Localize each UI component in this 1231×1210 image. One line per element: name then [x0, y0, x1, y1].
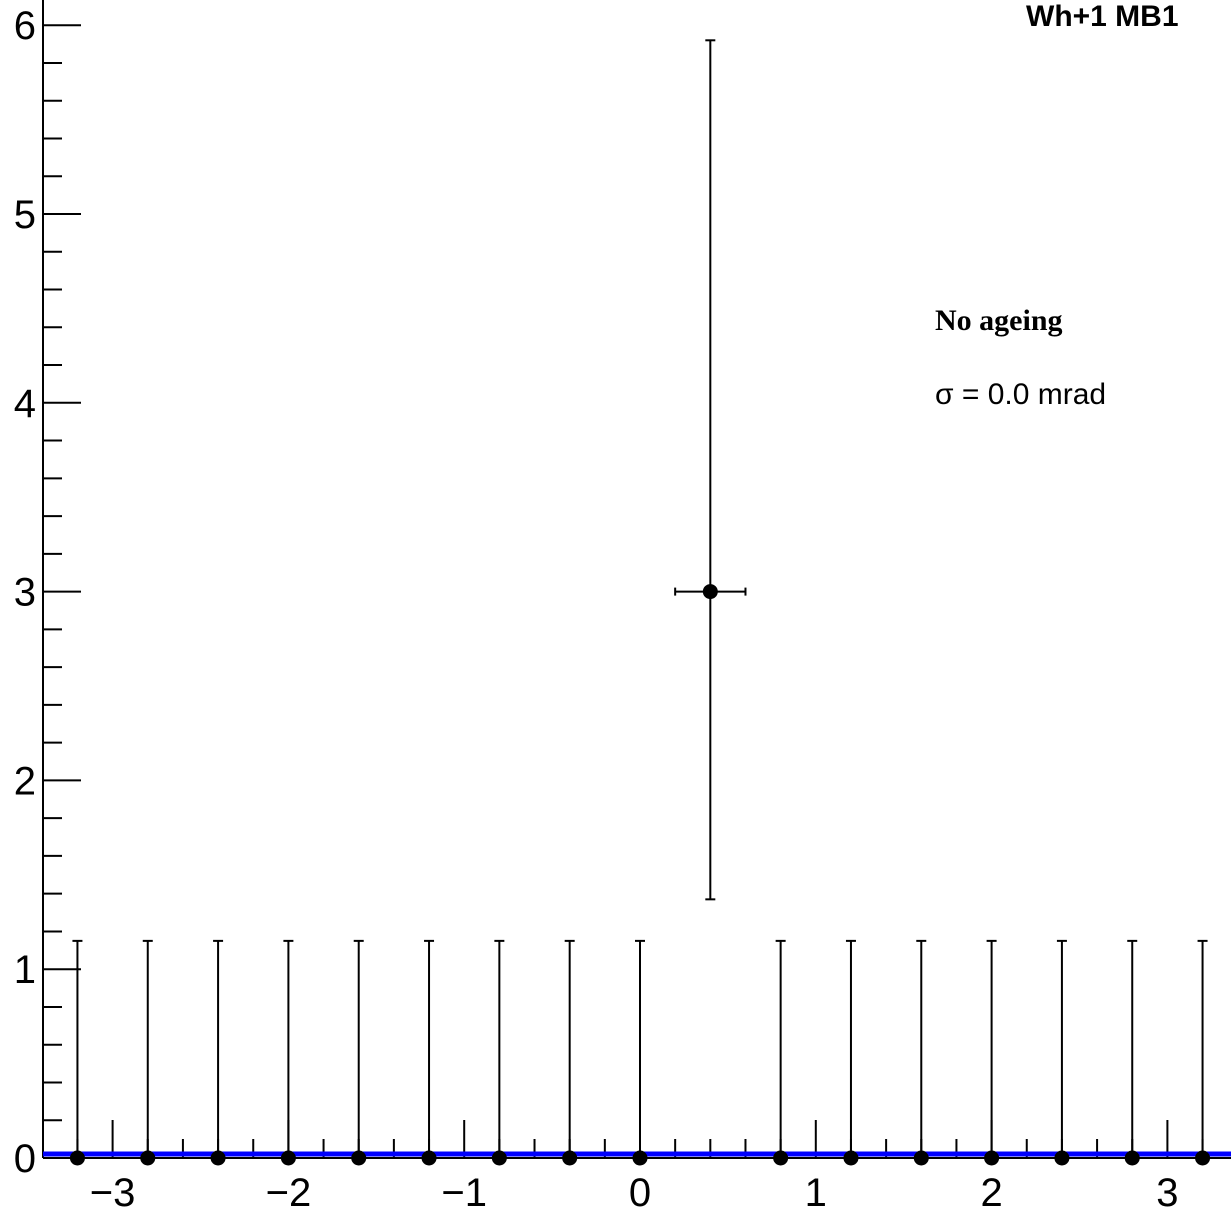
point-marker: [421, 1150, 437, 1166]
point-marker: [280, 1150, 296, 1166]
annotation-sigma: σ = 0.0 mrad: [935, 378, 1106, 411]
x-tick-label: −3: [90, 1171, 136, 1210]
point-marker: [1124, 1150, 1140, 1166]
data-point: [674, 39, 747, 901]
x-tick-label: 3: [1156, 1171, 1178, 1210]
data-point: [69, 939, 85, 1166]
point-marker: [913, 1150, 929, 1166]
data-point: [421, 939, 437, 1166]
x-tick-label: 0: [629, 1171, 651, 1210]
data-point: [351, 939, 367, 1166]
point-marker: [702, 584, 718, 600]
data-point: [491, 939, 507, 1166]
data-points: [69, 39, 1211, 1166]
point-marker: [69, 1150, 85, 1166]
annotation-ageing: No ageing: [935, 304, 1063, 337]
chart-title: Wh+1 MB1: [1026, 0, 1179, 33]
data-point: [843, 939, 859, 1166]
y-tick-label: 0: [14, 1137, 36, 1181]
point-marker: [491, 1150, 507, 1166]
axes: 0 1 2 3 4 5 6 −3 −2 −1 0 1 2 3: [14, 0, 1231, 1210]
x-tick-label: 1: [805, 1171, 827, 1210]
y-tick-label: 1: [14, 948, 36, 992]
data-point: [632, 939, 648, 1166]
point-marker: [1195, 1150, 1211, 1166]
point-marker: [351, 1150, 367, 1166]
data-point: [984, 939, 1000, 1166]
data-point: [1124, 939, 1140, 1166]
y-tick-label: 2: [14, 759, 36, 803]
x-tick-label: −1: [441, 1171, 487, 1210]
data-point: [773, 939, 789, 1166]
y-tick-label: 3: [14, 571, 36, 615]
data-point: [210, 939, 226, 1166]
data-point: [140, 939, 156, 1166]
x-tick-label: −2: [266, 1171, 312, 1210]
point-marker: [1054, 1150, 1070, 1166]
point-marker: [843, 1150, 859, 1166]
y-tick-label: 6: [14, 4, 36, 48]
y-tick-label: 5: [14, 193, 36, 237]
point-marker: [140, 1150, 156, 1166]
point-marker: [562, 1150, 578, 1166]
data-point: [562, 939, 578, 1166]
data-point: [280, 939, 296, 1166]
data-point: [1054, 939, 1070, 1166]
data-point: [913, 939, 929, 1166]
point-marker: [984, 1150, 1000, 1166]
point-marker: [632, 1150, 648, 1166]
point-marker: [773, 1150, 789, 1166]
y-tick-label: 4: [14, 382, 36, 426]
x-tick-label: 2: [980, 1171, 1002, 1210]
point-marker: [210, 1150, 226, 1166]
data-point: [1195, 939, 1211, 1166]
